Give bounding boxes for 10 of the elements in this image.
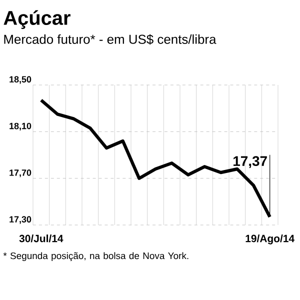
- chart-subtitle: Mercado futuro* - em US$ cents/libra: [4, 34, 216, 45]
- x-tick-label: 19/Ago/14: [246, 234, 294, 244]
- y-tick-label: 18,10: [10, 122, 32, 130]
- x-tick-label: 30/Jul/14: [19, 234, 64, 242]
- y-tick-label: 17,70: [10, 170, 32, 178]
- y-tick-label: 17,30: [10, 216, 32, 224]
- text: * Segunda posição, na bolsa de Nova York.: [3, 252, 188, 262]
- data-label: 17,37: [234, 156, 267, 168]
- chart-title: Açúcar: [4, 10, 70, 29]
- y-tick-label: 18,50: [10, 76, 32, 84]
